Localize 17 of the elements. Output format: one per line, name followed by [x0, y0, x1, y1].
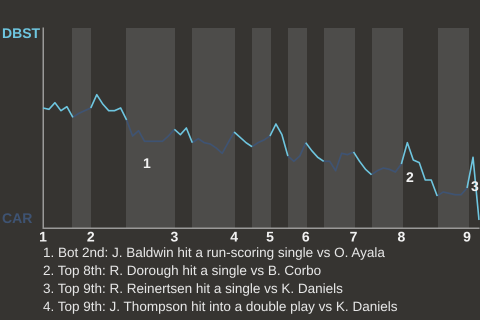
text: DBST: [2, 25, 40, 41]
x-tick-label: 6: [302, 228, 310, 244]
text: 3. Top 9th: R. Reinertsen hit a single vs K. Daniels: [43, 280, 344, 298]
x-tick-label: 5: [266, 228, 274, 244]
x-tick-label: 9: [463, 228, 472, 244]
x-tick-label: 3: [170, 228, 178, 244]
text: 4. Top 9th: J. Thompson hit into a double play vs K. Daniels: [43, 298, 398, 316]
annotation: 1: [143, 155, 151, 171]
x-tick-label: 1: [39, 228, 48, 244]
x-tick-label: 8: [397, 228, 406, 244]
x-tick-label: 2: [86, 228, 95, 244]
x-tick-label: 7: [350, 228, 358, 244]
text: 1. Bot 2nd: J. Baldwin hit a run-scoring single vs O. Ayala: [43, 244, 386, 262]
annotation: 2: [406, 169, 414, 185]
x-tick-label: 4: [230, 228, 238, 244]
text: 2. Top 8th: R. Dorough hit a single vs B. Corbo: [43, 262, 322, 280]
text: CAR: [2, 210, 32, 226]
